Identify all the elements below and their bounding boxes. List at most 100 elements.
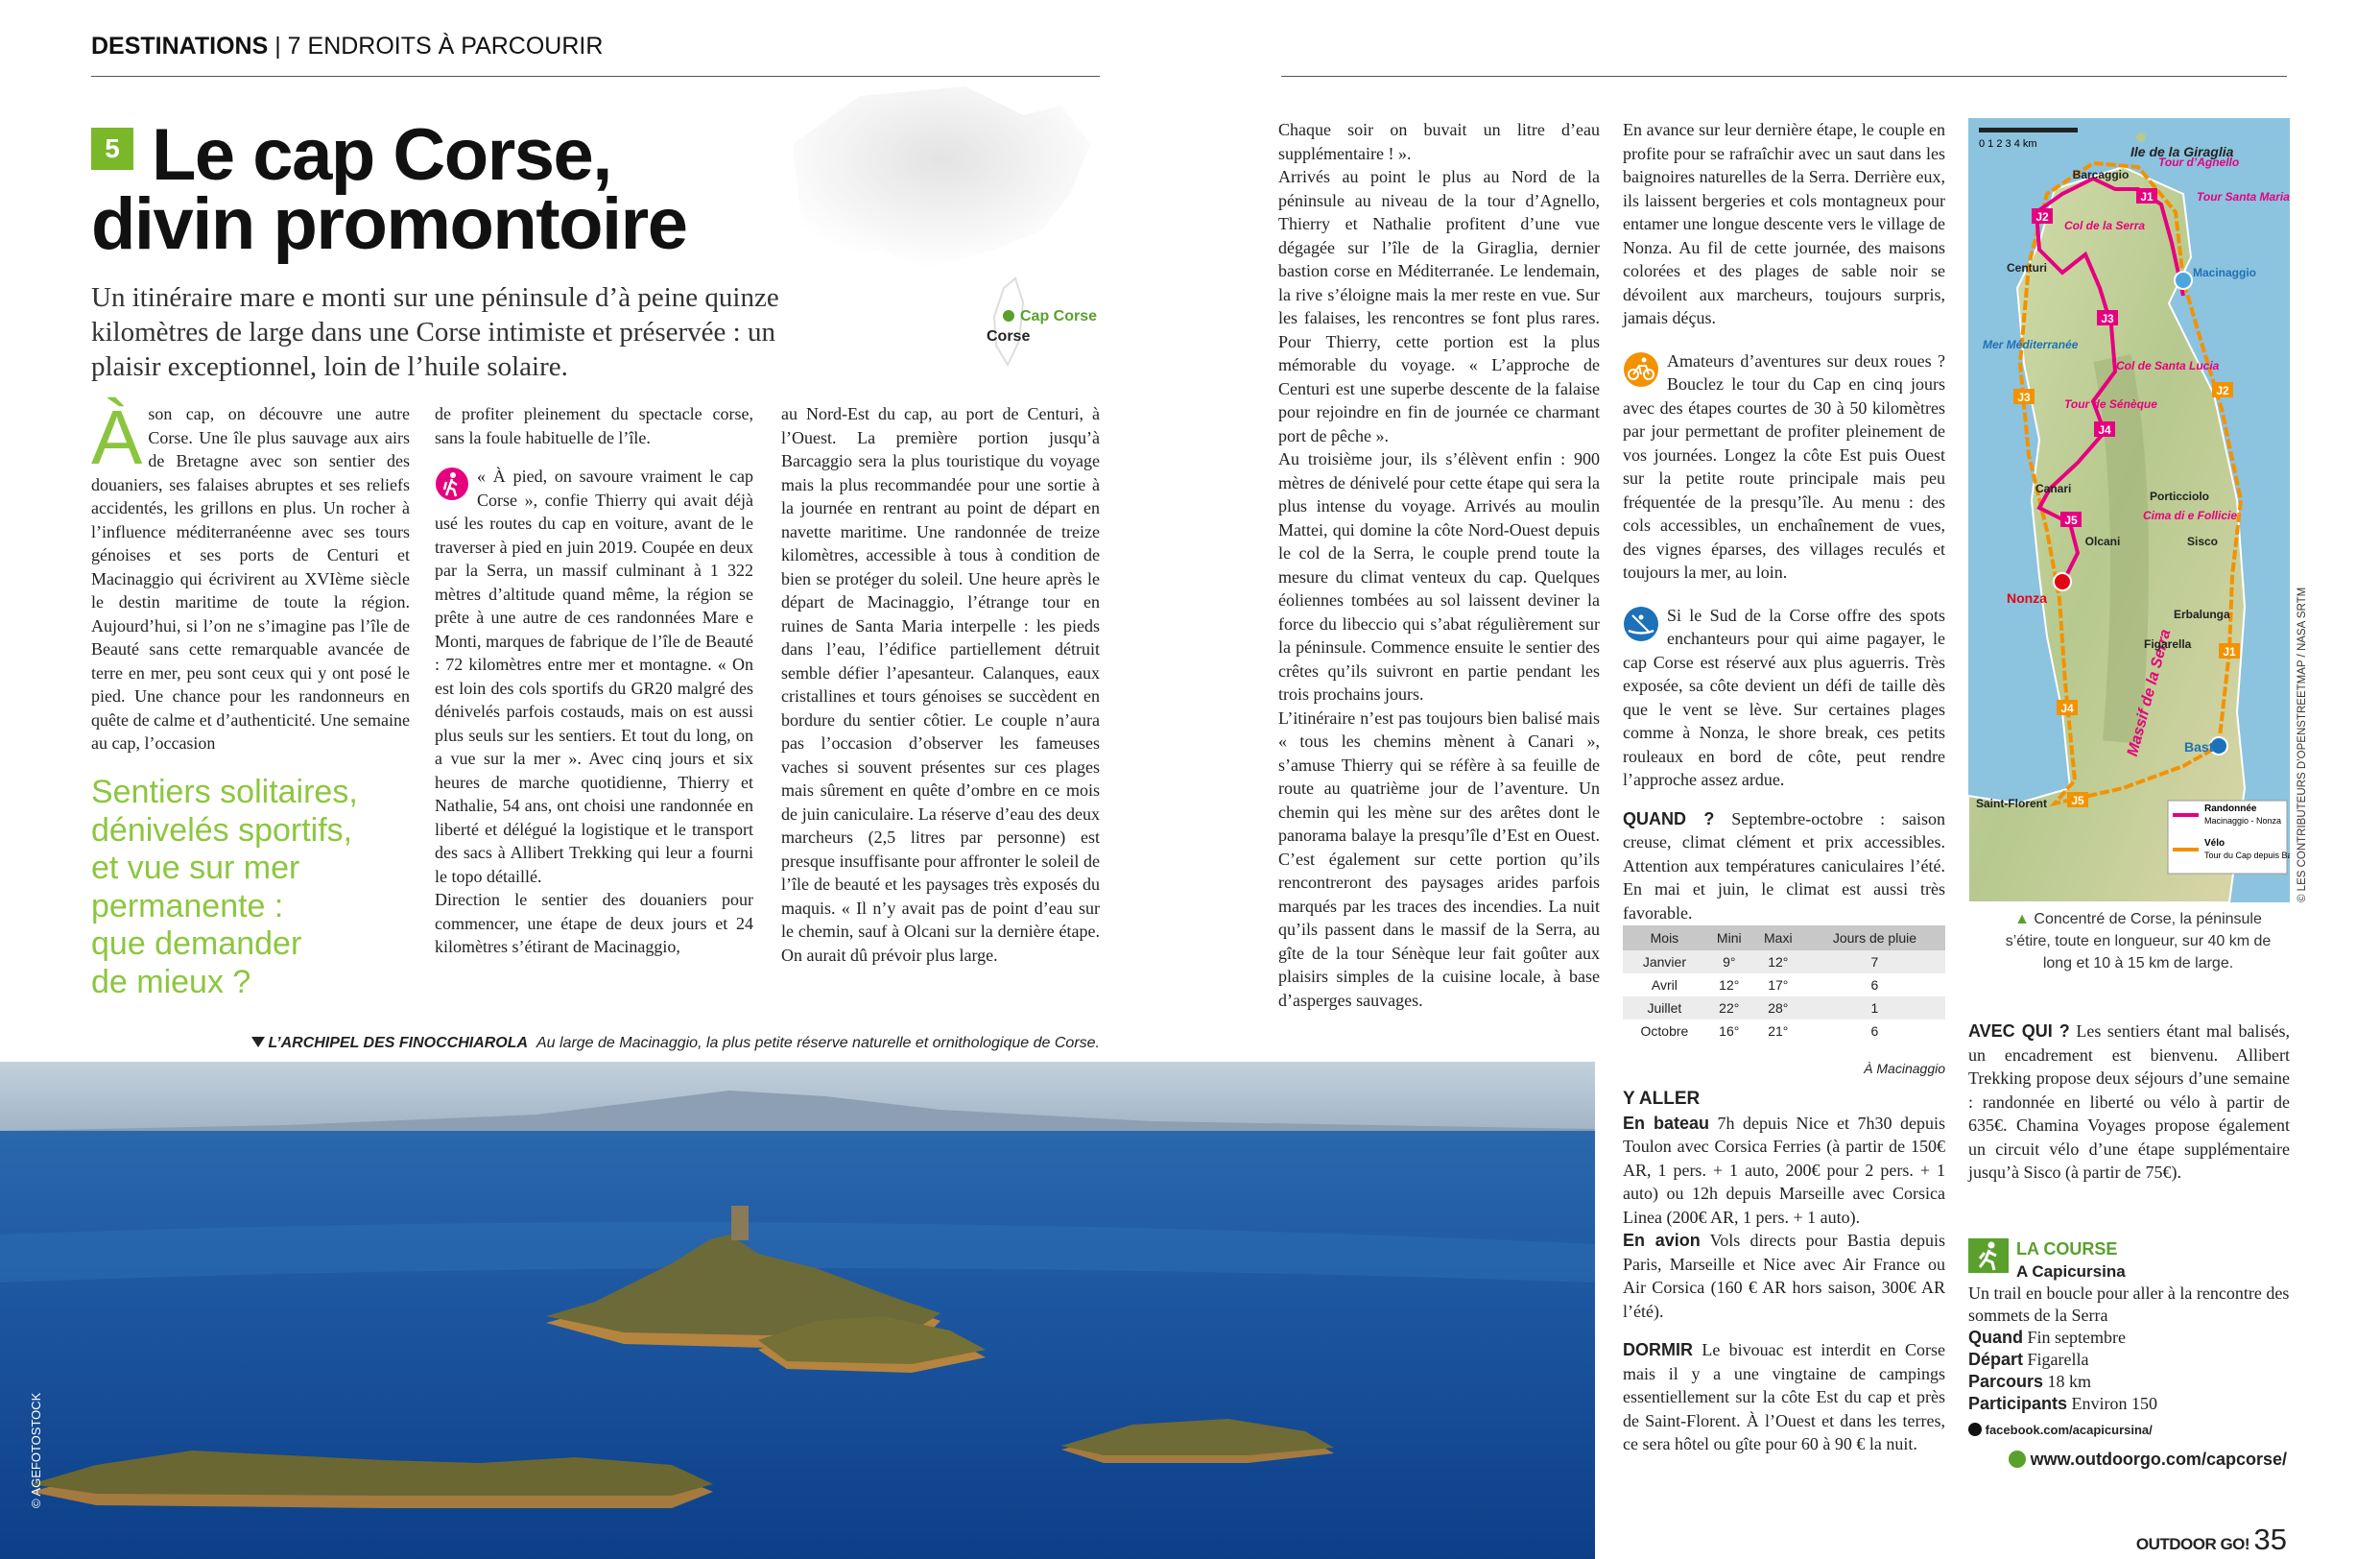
table-row: Avril 12° 17° 6 [1623,973,1945,996]
climate-table: Mois Mini Maxi Jours de pluie Janvier 9° 12° 7 A… [1623,925,1945,1043]
pull-quote-line: dénivelés sportifs, [91,811,353,849]
stage-label: J5 [2071,794,2084,807]
paragraph: Amateurs d’aventures sur deux roues ? Bo… [1623,350,1945,583]
place-label: Nonza [2007,590,2047,606]
stage-label: J1 [2223,645,2236,659]
fact: Départ Figarella [1968,1349,2290,1371]
legend-name: Randonnée [2204,803,2257,814]
place-label: Olcani [2085,535,2121,548]
column-header: Jours de pluie [1803,925,1945,950]
caption-marker: ▲ [2014,911,2030,927]
column-header: Mini [1705,925,1752,950]
inset-label: Cap Corse [1020,308,1097,324]
column-header: Mois [1623,925,1706,950]
title-line: divin promontoire [91,183,688,265]
place-label: Saint-Florent [1976,797,2047,810]
place-label: Sisco [2187,535,2218,548]
paragraph: Direction le sentier des douaniers pour … [435,890,753,956]
when-label: QUAND ? [1623,808,1715,828]
scale-label: 0 1 2 3 4 km [1979,138,2037,150]
place-label: Tour Santa Maria [2197,190,2290,204]
fact-value: Figarella [2027,1350,2089,1369]
fact-label: Quand [1968,1328,2023,1347]
url-text[interactable]: www.outdoorgo.com/capcorse/ [2030,1450,2287,1469]
paragraph: Arrivés au point le plus au Nord de la p… [1278,167,1600,445]
article-number: 5 [91,128,133,170]
table-source: À Macinaggio [1864,1061,1945,1076]
place-label: Col de Santa Lucia [2116,359,2220,372]
table-cell: Janvier [1623,950,1706,973]
photo: © AGEFOTOSTOCK [0,1062,1595,1559]
section-label: AVEC QUI ? [1968,1021,2070,1041]
section-label: Y ALLER [1623,1089,1701,1109]
column: À son cap, on découvre une autre Corse. … [91,399,410,756]
rule [1281,76,2287,77]
paragraph: Au troisième jour, ils s’élèvent enfin :… [1278,449,1600,704]
pull-quote-line: et vue sur mer [91,850,300,886]
practical-info: Y ALLER En bateau 7h depuis Nice et 7h30… [1623,1087,1945,1456]
stage-badge [2212,382,2233,397]
column-header: Maxi [1751,925,1804,950]
place-label: Centuri [2007,261,2047,275]
islands [31,1206,1334,1508]
pull-quote-line: Sentiers solitaires, [91,774,358,810]
item-text: Le bivouac est interdit en Corse mais il… [1623,1340,1945,1453]
paragraph: son cap, on découvre une autre Corse. Un… [91,404,410,753]
fact-value: 18 km [2047,1372,2092,1391]
fact-value: Environ 150 [2071,1394,2158,1413]
table-header: Mois Mini Maxi Jours de pluie [1623,925,1945,950]
table-cell: Juillet [1623,996,1706,1019]
stage-label: J2 [2216,384,2229,397]
inset-region: Corse [987,328,1030,345]
paragraph: En avance sur leur dernière étape, le co… [1623,120,1945,327]
pull-quote-line: de mieux ? [91,963,251,1000]
stage-badge [2136,188,2157,204]
place-label: Col de la Serra [2064,219,2145,232]
paragraph: Chaque soir on buvait un litre d’eau sup… [1278,120,1600,163]
item-label: En bateau [1623,1113,1710,1133]
table-cell: 22° [1705,996,1752,1019]
stage-badge [2067,792,2088,807]
table-row: Octobre 16° 21° 6 [1623,1019,1945,1043]
legend-detail: Macinaggio - Nonza [2204,816,2281,826]
race-facts: Quand Fin septembre Départ Figarella Parco… [1968,1327,2290,1415]
paragraph: L’itinéraire n’est pas toujours bien bal… [1278,708,1600,1010]
fact-label: Départ [1968,1350,2024,1369]
item-text: 7h depuis Nice et 7h30 depuis Toulon ave… [1623,1113,1945,1227]
caption-title: L’ARCHIPEL DES FINOCCHIAROLA [268,1035,529,1051]
column: de profiter pleinement du spectacle cors… [435,402,753,959]
place-label: Tour d’Agnello [2158,156,2239,169]
place-label: Bastia [2184,739,2225,755]
url[interactable]: www.outdoorgo.com/capcorse/ [2008,1450,2287,1470]
stage-label: J4 [2098,423,2111,437]
caption-text: Concentré de Corse, la péninsule s’étire… [2005,911,2272,971]
place-label: Tour de Sénèque [2064,397,2157,411]
stage-badge [2057,700,2078,715]
legend-detail: Tour du Cap depuis Bastia [2204,851,2290,860]
stage-label: J1 [2140,190,2154,204]
table-cell: 9° [1705,950,1752,973]
place-label: Barcaggio [2073,168,2130,181]
subtitle: 7 ENDROITS À PARCOURIR [287,33,604,60]
paragraph: Si le Sud de la Corse offre des spots en… [1623,605,1945,790]
pull-quote-line: permanente : [91,887,284,924]
fact: Parcours 18 km [1968,1371,2290,1393]
place-label: Canari [2035,482,2071,495]
table: Mois Mini Maxi Jours de pluie Janvier 9° 12° 7 A… [1623,925,1945,1043]
item-text: Les sentiers étant mal balisés, un encad… [1968,1021,2291,1182]
table-row: Juillet 22° 28° 1 [1623,996,1945,1019]
table-cell: 6 [1870,977,1879,993]
column: En avance sur leur dernière étape, le co… [1623,118,1945,924]
section: DESTINATIONS [91,33,269,60]
race-text: Un trail en boucle pour aller à la renco… [1968,1283,2290,1325]
table-cell: 7 [1803,950,1945,973]
stage-label: J3 [2017,391,2031,404]
caption-marker [250,1037,265,1047]
fact: Quand Fin septembre [1968,1327,2290,1349]
stage-label: J3 [2101,312,2114,325]
caption-text: Au large de Macinaggio, la plus petite r… [536,1035,1100,1051]
place-label: Erbalunga [2174,608,2230,621]
table-cell: Avril [1651,977,1678,993]
fact: Participants Environ 150 [1968,1393,2290,1415]
